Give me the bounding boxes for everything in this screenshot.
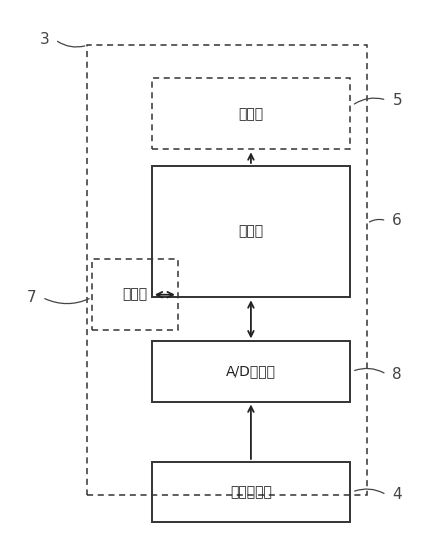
Text: 制御部: 制御部 — [238, 225, 263, 239]
Bar — [152, 341, 350, 402]
Text: 4: 4 — [392, 487, 402, 503]
Bar — [152, 166, 350, 298]
Bar — [87, 45, 367, 495]
Text: 6: 6 — [392, 213, 402, 228]
Text: 送信部: 送信部 — [238, 107, 263, 121]
Text: 7: 7 — [27, 290, 36, 305]
Text: 8: 8 — [392, 366, 402, 382]
Text: 3: 3 — [39, 33, 49, 47]
Bar — [92, 259, 178, 330]
Bar — [152, 78, 350, 149]
Text: A/D変換部: A/D変換部 — [226, 364, 276, 379]
Text: メモリ: メモリ — [122, 288, 147, 302]
Bar — [152, 462, 350, 522]
Text: 圧力マット: 圧力マット — [230, 485, 272, 499]
Text: 5: 5 — [392, 93, 402, 107]
